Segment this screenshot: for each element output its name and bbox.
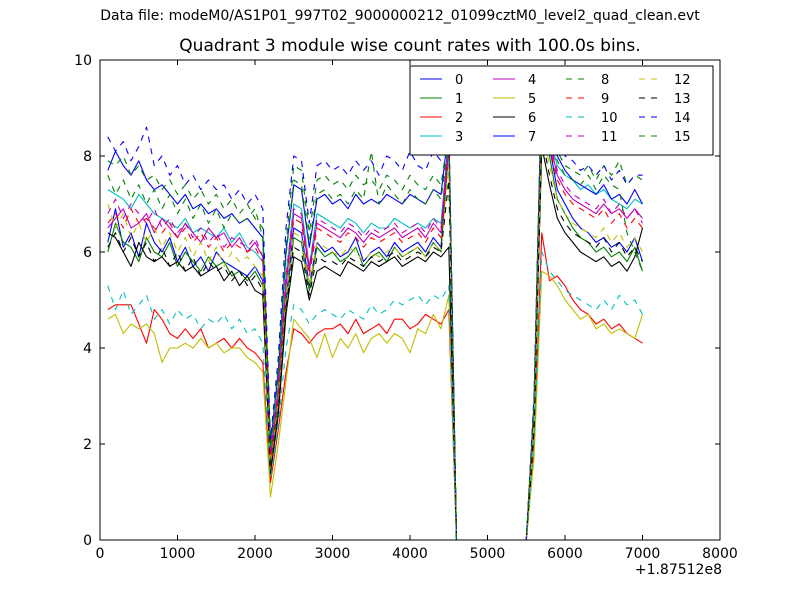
legend-label-6: 6 bbox=[528, 111, 536, 126]
series-line-9 bbox=[107, 102, 643, 540]
legend-label-4: 4 bbox=[528, 73, 536, 88]
legend-label-10: 10 bbox=[601, 111, 618, 126]
legend-label-1: 1 bbox=[455, 92, 463, 107]
x-tick-label: 4000 bbox=[392, 546, 428, 562]
series-line-12 bbox=[107, 126, 643, 540]
y-tick-label: 4 bbox=[83, 341, 92, 357]
series-line-13 bbox=[107, 136, 643, 540]
legend-label-13: 13 bbox=[674, 92, 691, 107]
series-line-2 bbox=[107, 232, 643, 540]
series-line-0 bbox=[107, 107, 644, 540]
series-line-3 bbox=[107, 93, 643, 540]
series-line-15 bbox=[107, 88, 644, 540]
x-tick-label: 7000 bbox=[625, 546, 661, 562]
x-tick-label: 8000 bbox=[702, 546, 738, 562]
legend-label-2: 2 bbox=[455, 111, 463, 126]
series-line-10 bbox=[107, 251, 643, 540]
x-tick-label: 3000 bbox=[315, 546, 351, 562]
x-tick-label: 0 bbox=[96, 546, 105, 562]
x-axis-offset-label: +1.87512e8 bbox=[634, 562, 722, 578]
x-tick-label: 1000 bbox=[160, 546, 196, 562]
legend-label-15: 15 bbox=[674, 130, 691, 145]
y-tick-label: 0 bbox=[83, 533, 92, 549]
legend-label-7: 7 bbox=[528, 130, 536, 145]
legend-label-11: 11 bbox=[601, 130, 618, 145]
series-line-1 bbox=[107, 117, 644, 540]
x-tick-label: 2000 bbox=[237, 546, 273, 562]
y-tick-label: 10 bbox=[74, 53, 92, 69]
figure-suptitle: Data file: modeM0/AS1P01_997T02_90000002… bbox=[100, 8, 700, 24]
legend-label-5: 5 bbox=[528, 92, 536, 107]
x-tick-label: 5000 bbox=[470, 546, 506, 562]
legend-label-12: 12 bbox=[674, 73, 691, 88]
legend-label-3: 3 bbox=[455, 130, 463, 145]
legend-label-9: 9 bbox=[601, 92, 609, 107]
y-tick-label: 2 bbox=[83, 437, 92, 453]
series-line-6 bbox=[107, 145, 644, 540]
legend-label-14: 14 bbox=[674, 111, 691, 126]
series-line-11 bbox=[107, 97, 643, 540]
series-line-5 bbox=[107, 270, 644, 540]
chart-title: Quadrant 3 module wise count rates with … bbox=[179, 36, 641, 56]
legend-label-8: 8 bbox=[601, 73, 609, 88]
legend-box bbox=[409, 65, 714, 156]
y-tick-label: 6 bbox=[83, 245, 92, 261]
legend-label-0: 0 bbox=[455, 73, 463, 88]
x-tick-label: 6000 bbox=[547, 546, 583, 562]
y-tick-label: 8 bbox=[83, 149, 92, 165]
